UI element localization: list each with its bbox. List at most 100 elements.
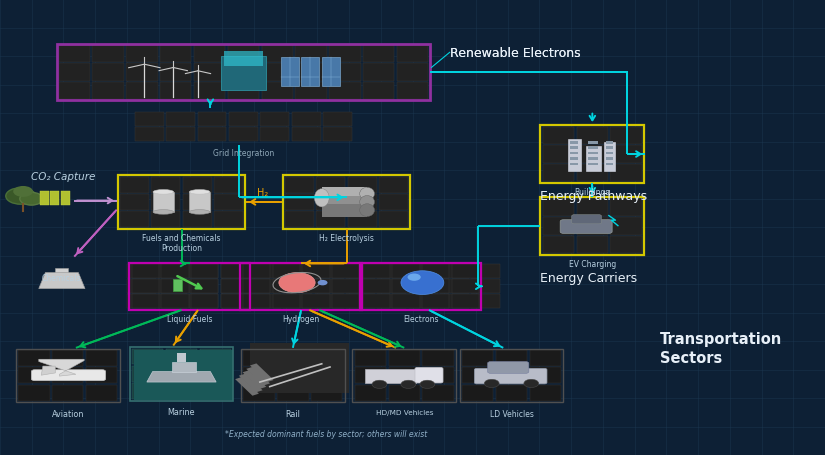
Bar — [577, 165, 608, 182]
Bar — [568, 140, 581, 172]
Bar — [120, 177, 148, 193]
Bar — [317, 177, 345, 193]
FancyBboxPatch shape — [474, 369, 547, 384]
Bar — [365, 369, 416, 384]
Bar — [409, 280, 438, 293]
Bar — [322, 188, 367, 201]
Circle shape — [401, 271, 444, 295]
Circle shape — [524, 379, 539, 388]
Bar — [134, 128, 163, 142]
Bar — [221, 57, 266, 91]
Bar — [302, 295, 329, 308]
Bar — [610, 218, 642, 235]
Bar — [352, 349, 456, 402]
Bar — [393, 295, 420, 308]
Text: HD/MD Vehicles: HD/MD Vehicles — [375, 409, 433, 415]
Bar — [243, 295, 271, 308]
Bar — [577, 199, 608, 217]
Bar — [462, 350, 493, 366]
Bar — [422, 295, 450, 308]
Bar — [277, 385, 309, 401]
Bar — [18, 368, 50, 383]
Text: Aviation: Aviation — [51, 409, 84, 418]
Bar — [166, 366, 197, 382]
Bar — [161, 295, 188, 308]
Bar — [292, 128, 321, 142]
Bar — [183, 212, 211, 228]
Bar — [261, 113, 290, 126]
Text: EV Charging: EV Charging — [568, 259, 616, 268]
Bar — [200, 366, 231, 382]
Bar — [472, 280, 500, 293]
Bar — [409, 295, 438, 308]
Bar — [540, 198, 644, 255]
Bar — [315, 295, 344, 308]
Bar — [50, 191, 59, 206]
Bar — [52, 368, 83, 383]
FancyArrowPatch shape — [177, 277, 201, 288]
Bar — [606, 142, 613, 144]
Text: LD Vehicles: LD Vehicles — [489, 409, 534, 418]
Bar — [362, 265, 389, 278]
Text: Energy Pathways: Energy Pathways — [540, 189, 648, 202]
Circle shape — [420, 380, 435, 389]
Bar — [441, 280, 469, 293]
Bar — [132, 265, 158, 278]
Bar — [235, 377, 259, 396]
Text: Marine: Marine — [167, 408, 196, 416]
Bar — [422, 280, 450, 293]
Bar — [132, 383, 163, 399]
Bar — [355, 350, 386, 366]
Bar — [302, 280, 329, 293]
Bar — [378, 295, 406, 308]
Bar — [355, 368, 386, 383]
Circle shape — [484, 379, 499, 388]
Text: Electrons: Electrons — [403, 314, 439, 323]
Text: *Expected dominant fuels by sector; others will exist: *Expected dominant fuels by sector; othe… — [224, 429, 427, 438]
Bar — [160, 64, 191, 81]
Circle shape — [6, 188, 35, 205]
Bar — [362, 280, 389, 293]
Bar — [441, 265, 469, 278]
Ellipse shape — [190, 210, 210, 215]
Bar — [588, 147, 598, 150]
Bar — [152, 212, 180, 228]
Text: Renewable Electrons: Renewable Electrons — [450, 47, 580, 60]
Bar — [530, 385, 561, 401]
Bar — [397, 83, 428, 100]
Bar — [220, 295, 249, 308]
Bar — [59, 83, 90, 100]
Bar — [160, 46, 191, 63]
Bar — [472, 295, 500, 308]
Bar — [250, 343, 349, 394]
Bar — [409, 265, 438, 278]
Bar — [158, 280, 186, 293]
Bar — [363, 64, 394, 81]
Text: Chemicals: Chemicals — [42, 273, 82, 282]
Bar — [332, 280, 360, 293]
FancyBboxPatch shape — [572, 215, 601, 224]
Bar — [422, 368, 454, 383]
Bar — [40, 191, 49, 206]
Bar — [229, 128, 257, 142]
Bar — [129, 263, 251, 310]
Bar — [92, 64, 124, 81]
Bar — [166, 128, 195, 142]
Bar — [246, 367, 270, 386]
Bar — [311, 350, 342, 366]
Bar — [261, 128, 290, 142]
Bar — [360, 263, 482, 310]
Bar — [422, 350, 454, 366]
Bar — [362, 295, 389, 308]
Bar — [194, 64, 225, 81]
Bar — [221, 295, 248, 308]
Bar — [452, 265, 478, 278]
Bar — [177, 354, 186, 363]
Bar — [604, 142, 615, 172]
Bar — [606, 152, 613, 155]
Text: Rail: Rail — [285, 409, 300, 418]
FancyBboxPatch shape — [415, 368, 443, 383]
Bar — [317, 194, 345, 210]
Bar — [16, 349, 120, 402]
Bar — [134, 350, 233, 400]
